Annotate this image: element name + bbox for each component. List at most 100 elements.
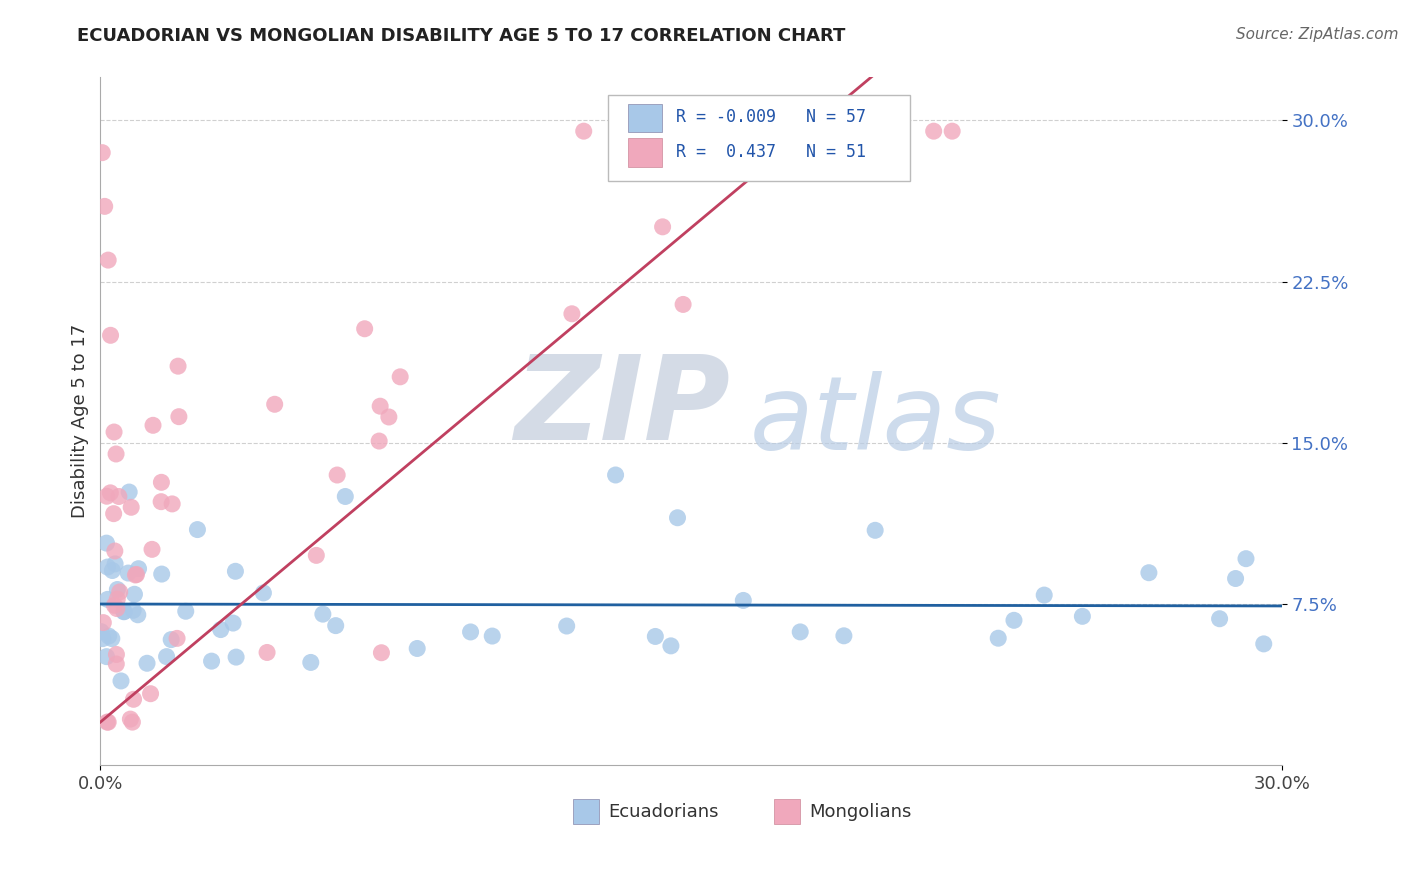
Ecuadorians xyxy=(105,582,128,597)
Mongolians xyxy=(370,646,392,660)
Ecuadorians xyxy=(209,623,232,637)
Ecuadorians xyxy=(224,564,246,578)
Mongolians xyxy=(103,507,125,521)
Mongolians xyxy=(651,219,673,234)
Mongolians xyxy=(263,397,285,411)
Mongolians xyxy=(368,399,391,413)
Mongolians xyxy=(91,615,114,630)
Mongolians xyxy=(105,592,128,607)
Ecuadorians xyxy=(335,490,357,504)
Ecuadorians xyxy=(200,654,222,668)
Ecuadorians xyxy=(789,624,811,639)
Ecuadorians xyxy=(155,649,177,664)
Mongolians xyxy=(91,145,114,160)
Mongolians xyxy=(142,418,165,433)
Ecuadorians xyxy=(832,629,855,643)
Ecuadorians xyxy=(1234,551,1257,566)
Ecuadorians xyxy=(124,587,146,601)
Mongolians xyxy=(105,648,128,662)
Mongolians xyxy=(98,486,121,500)
Ecuadorians xyxy=(733,593,755,607)
Ecuadorians xyxy=(96,649,118,664)
Mongolians xyxy=(108,585,131,599)
Mongolians xyxy=(105,601,128,615)
Ecuadorians xyxy=(325,618,347,632)
Mongolians xyxy=(93,199,115,213)
Ecuadorians xyxy=(299,656,322,670)
Mongolians xyxy=(166,632,188,646)
Ecuadorians xyxy=(101,564,124,578)
Text: ECUADORIAN VS MONGOLIAN DISABILITY AGE 5 TO 17 CORRELATION CHART: ECUADORIAN VS MONGOLIAN DISABILITY AGE 5… xyxy=(77,27,845,45)
Ecuadorians xyxy=(101,632,124,646)
Ecuadorians xyxy=(1071,609,1094,624)
Mongolians xyxy=(120,500,142,515)
Ecuadorians xyxy=(666,510,689,524)
FancyBboxPatch shape xyxy=(609,95,910,180)
Ecuadorians xyxy=(160,632,183,647)
FancyBboxPatch shape xyxy=(628,138,661,167)
Ecuadorians xyxy=(136,657,159,671)
Text: Ecuadorians: Ecuadorians xyxy=(609,803,718,821)
Ecuadorians xyxy=(97,592,120,607)
Ecuadorians xyxy=(1002,613,1025,627)
Ecuadorians xyxy=(96,536,118,550)
Mongolians xyxy=(104,544,127,558)
Mongolians xyxy=(922,124,945,138)
Ecuadorians xyxy=(174,604,197,618)
Ecuadorians xyxy=(1253,637,1275,651)
Ecuadorians xyxy=(112,605,135,619)
Text: ZIP: ZIP xyxy=(513,350,730,465)
Mongolians xyxy=(353,322,375,336)
FancyBboxPatch shape xyxy=(572,799,599,823)
Ecuadorians xyxy=(1137,566,1160,580)
Mongolians xyxy=(160,497,183,511)
Mongolians xyxy=(167,359,190,374)
Mongolians xyxy=(105,447,128,461)
Ecuadorians xyxy=(987,631,1010,645)
Ecuadorians xyxy=(863,524,886,538)
Ecuadorians xyxy=(104,557,127,571)
Mongolians xyxy=(96,489,118,503)
FancyBboxPatch shape xyxy=(628,103,661,132)
Ecuadorians xyxy=(555,619,578,633)
Mongolians xyxy=(672,297,695,311)
Ecuadorians xyxy=(1033,588,1056,602)
Mongolians xyxy=(96,715,118,730)
Text: Source: ZipAtlas.com: Source: ZipAtlas.com xyxy=(1236,27,1399,42)
Mongolians xyxy=(100,328,122,343)
Text: atlas: atlas xyxy=(751,371,1001,471)
Mongolians xyxy=(305,549,328,563)
Ecuadorians xyxy=(605,468,627,483)
Text: R =  0.437   N = 51: R = 0.437 N = 51 xyxy=(676,143,866,161)
Ecuadorians xyxy=(110,673,132,688)
Mongolians xyxy=(97,715,120,730)
Mongolians xyxy=(108,490,131,504)
Mongolians xyxy=(97,253,120,268)
Mongolians xyxy=(378,409,401,424)
Ecuadorians xyxy=(659,639,682,653)
Y-axis label: Disability Age 5 to 17: Disability Age 5 to 17 xyxy=(72,324,89,518)
Mongolians xyxy=(105,657,128,671)
Ecuadorians xyxy=(312,607,335,621)
Mongolians xyxy=(124,568,146,582)
Mongolians xyxy=(167,409,190,424)
Mongolians xyxy=(103,425,125,439)
Ecuadorians xyxy=(122,603,145,617)
Ecuadorians xyxy=(222,615,245,630)
Mongolians xyxy=(326,468,349,483)
Mongolians xyxy=(141,542,163,557)
Ecuadorians xyxy=(406,641,429,656)
Mongolians xyxy=(256,645,278,659)
Mongolians xyxy=(572,124,595,138)
Text: R = -0.009   N = 57: R = -0.009 N = 57 xyxy=(676,108,866,127)
Ecuadorians xyxy=(150,567,173,582)
Mongolians xyxy=(121,715,143,730)
Ecuadorians xyxy=(117,566,139,580)
Ecuadorians xyxy=(186,523,208,537)
Ecuadorians xyxy=(460,624,482,639)
Mongolians xyxy=(103,599,125,613)
Ecuadorians xyxy=(91,632,114,646)
Ecuadorians xyxy=(90,624,112,639)
Ecuadorians xyxy=(644,630,666,644)
Ecuadorians xyxy=(96,560,118,574)
